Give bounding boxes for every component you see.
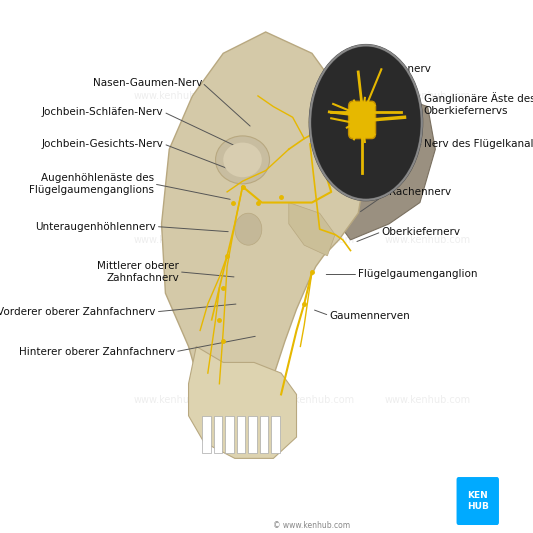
Polygon shape: [271, 416, 280, 453]
Polygon shape: [189, 346, 296, 458]
Text: www.kenhub.com: www.kenhub.com: [385, 91, 471, 101]
Ellipse shape: [215, 136, 270, 184]
Polygon shape: [225, 416, 233, 453]
Text: Nasen-Gaumen-Nerv: Nasen-Gaumen-Nerv: [93, 78, 202, 87]
Text: www.kenhub.com: www.kenhub.com: [385, 235, 471, 245]
Text: Jochbein-Schläfen-Nerv: Jochbein-Schläfen-Nerv: [42, 107, 164, 117]
Text: www.kenhub.com: www.kenhub.com: [134, 235, 220, 245]
Text: Nerv des Flügelkanals: Nerv des Flügelkanals: [424, 139, 533, 149]
Text: www.kenhub.com: www.kenhub.com: [269, 395, 355, 405]
Ellipse shape: [223, 143, 262, 177]
Text: © www.kenhub.com: © www.kenhub.com: [273, 521, 351, 530]
Text: www.kenhub.com: www.kenhub.com: [269, 235, 355, 245]
FancyBboxPatch shape: [349, 101, 376, 139]
Text: Ganglionäre Äste des
Oberkiefernervs: Ganglionäre Äste des Oberkiefernervs: [424, 92, 533, 116]
Text: Hinterer oberer Zahnfachnerv: Hinterer oberer Zahnfachnerv: [19, 347, 175, 357]
Polygon shape: [202, 416, 211, 453]
Text: KEN
HUB: KEN HUB: [467, 491, 489, 511]
Polygon shape: [237, 416, 245, 453]
Polygon shape: [214, 416, 222, 453]
Text: Mittlerer oberer
Zahnfachnerv: Mittlerer oberer Zahnfachnerv: [97, 261, 179, 282]
Circle shape: [310, 45, 422, 200]
Text: Jochbeinnerv: Jochbeinnerv: [364, 64, 432, 74]
Text: www.kenhub.com: www.kenhub.com: [134, 91, 220, 101]
Text: Unteraugenhöhlennerv: Unteraugenhöhlennerv: [35, 222, 156, 231]
Text: www.kenhub.com: www.kenhub.com: [134, 395, 220, 405]
Ellipse shape: [235, 213, 262, 245]
Text: Flügelgaumenganglion: Flügelgaumenganglion: [358, 270, 478, 279]
Text: Oberkiefernerv: Oberkiefernerv: [381, 227, 461, 237]
FancyBboxPatch shape: [457, 477, 499, 525]
Text: www.kenhub.com: www.kenhub.com: [269, 91, 355, 101]
Text: Vorderer oberer Zahnfachnerv: Vorderer oberer Zahnfachnerv: [0, 307, 156, 317]
Polygon shape: [289, 203, 335, 256]
Text: Rachennerv: Rachennerv: [389, 187, 451, 197]
Polygon shape: [161, 32, 366, 426]
Text: Augenhöhlenäste des
Flügelgaumenganglions: Augenhöhlenäste des Flügelgaumenganglion…: [29, 173, 154, 195]
Text: www.kenhub.com: www.kenhub.com: [385, 395, 471, 405]
Polygon shape: [331, 96, 435, 240]
Polygon shape: [260, 416, 268, 453]
Text: Jochbein-Gesichts-Nerv: Jochbein-Gesichts-Nerv: [42, 139, 164, 149]
Polygon shape: [248, 416, 257, 453]
Text: Gaumennerven: Gaumennerven: [329, 311, 410, 320]
